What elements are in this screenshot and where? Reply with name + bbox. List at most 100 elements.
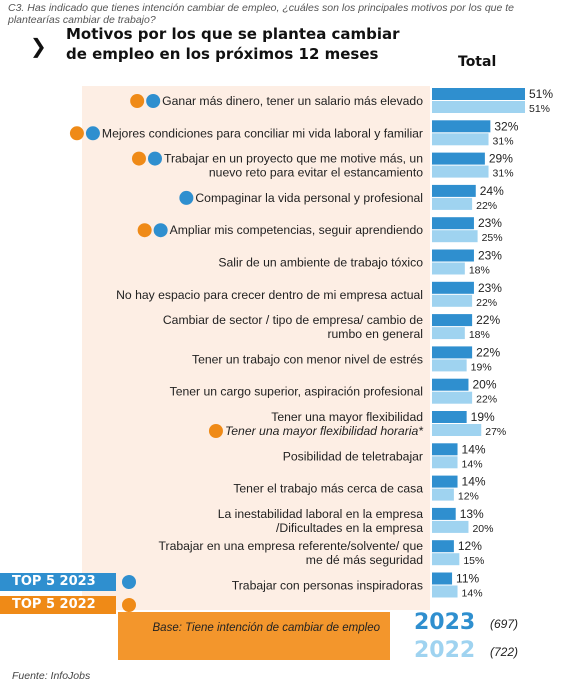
value-label-2022: 31% <box>493 135 514 147</box>
base-box <box>118 612 390 660</box>
bar-2023 <box>432 184 476 197</box>
bar-2023 <box>432 443 458 456</box>
category-label: Trabajar en una empresa referente/solven… <box>159 539 424 553</box>
value-label-2023: 20% <box>472 378 496 392</box>
value-label-2022: 14% <box>462 458 483 470</box>
category-label: Ganar más dinero, tener un salario más e… <box>162 94 423 108</box>
bar-2023 <box>432 378 469 391</box>
value-label-2022: 20% <box>472 523 493 535</box>
bar-2023 <box>432 281 474 294</box>
top5-2023-dot-icon <box>153 223 168 238</box>
category-label: /Dificultades en la empresa <box>276 521 423 535</box>
value-label-2023: 22% <box>476 345 500 359</box>
bar-2023 <box>432 411 467 423</box>
bar-2022 <box>432 553 460 566</box>
value-label-2023: 32% <box>494 119 518 133</box>
category-label: Tener un trabajo con menor nivel de estr… <box>192 352 423 366</box>
bar-2023 <box>432 572 453 585</box>
bar-2023 <box>432 475 458 488</box>
value-label-2023: 22% <box>476 313 500 327</box>
bar-2022 <box>432 585 458 598</box>
top5-2023-dot-icon <box>179 190 194 205</box>
base-text: Base: Tiene intención de cambiar de empl… <box>152 622 380 634</box>
chevron-right-icon: ❯ <box>30 34 47 58</box>
legend-top5-2022-label: TOP 5 2022 <box>12 597 96 612</box>
value-label-2023: 11% <box>456 572 479 586</box>
value-label-2022: 27% <box>485 426 506 438</box>
category-label: Salir de un ambiente de trabajo tóxico <box>218 256 423 270</box>
bar-2022 <box>432 359 467 372</box>
total-header: Total <box>458 54 497 70</box>
source-text: Fuente: InfoJobs <box>12 670 91 682</box>
value-label-2023: 12% <box>458 539 482 553</box>
category-label: Tener un cargo superior, aspiración prof… <box>170 385 423 399</box>
value-label-2022: 25% <box>482 232 503 244</box>
bar-2022 <box>432 133 489 146</box>
bar-2022 <box>432 327 465 340</box>
bar-2022 <box>432 391 473 404</box>
bar-2023 <box>432 120 491 133</box>
legend-dot-2022-icon <box>122 598 136 612</box>
value-label-2022: 19% <box>471 361 492 373</box>
year-2023-n: (697) <box>490 617 519 631</box>
value-label-2022: 22% <box>476 297 497 309</box>
bar-2023 <box>432 249 474 262</box>
category-label: Compaginar la vida personal y profesiona… <box>195 191 423 205</box>
top5-2022-dot-icon <box>131 151 146 166</box>
category-label: No hay espacio para crecer dentro de mi … <box>116 288 423 302</box>
bar-2022 <box>432 456 458 469</box>
bar-2023 <box>432 314 473 327</box>
year-2022: 2022 <box>414 638 476 663</box>
value-label-2022: 22% <box>476 200 497 212</box>
bar-2023 <box>432 88 525 100</box>
top5-2023-dot-icon <box>146 94 161 108</box>
chart-title: Motivos por los que se plantea cambiar d… <box>66 25 400 63</box>
value-label-2023: 23% <box>478 249 502 263</box>
category-label: nuevo reto para evitar el estancamiento <box>209 166 423 180</box>
bar-2022 <box>432 101 525 113</box>
bar-2022 <box>432 424 482 436</box>
legend-top5-2023-label: TOP 5 2023 <box>12 574 96 589</box>
value-label-2022: 51% <box>529 103 550 115</box>
legend-top5-2023: TOP 5 2023 <box>0 573 116 591</box>
value-label-2023: 29% <box>489 152 513 166</box>
value-label-2023: 19% <box>471 410 495 424</box>
value-label-2022: 18% <box>469 329 490 341</box>
value-label-2023: 14% <box>462 442 486 456</box>
value-label-2023: 51% <box>529 87 553 101</box>
bar-2022 <box>432 488 454 501</box>
value-label-2022: 22% <box>476 394 497 406</box>
value-label-2022: 18% <box>469 265 490 277</box>
top5-2023-dot-icon <box>147 151 162 166</box>
value-label-2022: 31% <box>493 168 514 180</box>
category-label: me dé más seguridad <box>306 553 423 567</box>
bar-2022 <box>432 230 478 243</box>
value-label-2022: 15% <box>463 555 484 567</box>
top5-2022-dot-icon <box>69 126 84 141</box>
category-label: Trabajar en un proyecto que me motive má… <box>164 152 423 166</box>
value-label-2022: 12% <box>458 491 479 503</box>
category-label: Tener una mayor flexibilidad <box>271 410 423 424</box>
value-label-2023: 24% <box>480 184 504 198</box>
year-2023: 2023 <box>414 610 476 635</box>
category-label: Posibilidad de teletrabajar <box>283 449 423 463</box>
top5-2022-dot-icon <box>137 223 152 238</box>
bar-2023 <box>432 152 485 165</box>
bar-2022 <box>432 165 489 178</box>
bar-2022 <box>432 197 473 210</box>
top5-2022-dot-icon <box>130 94 145 108</box>
category-label: La inestabilidad laboral en la empresa <box>218 507 424 521</box>
bar-2022 <box>432 520 469 533</box>
bar-2023 <box>432 540 454 553</box>
bar-2022 <box>432 294 473 307</box>
legend-top5-2022: TOP 5 2022 <box>0 596 116 614</box>
bar-2023 <box>432 217 474 230</box>
top5-2023-dot-icon <box>85 126 100 141</box>
year-2022-n: (722) <box>490 645 519 659</box>
bar-2023 <box>432 507 456 520</box>
value-label-2023: 23% <box>478 216 502 230</box>
value-label-2023: 23% <box>478 281 502 295</box>
question-text: C3. Has indicado que tienes intención ca… <box>8 2 515 26</box>
bar-2022 <box>432 262 465 275</box>
